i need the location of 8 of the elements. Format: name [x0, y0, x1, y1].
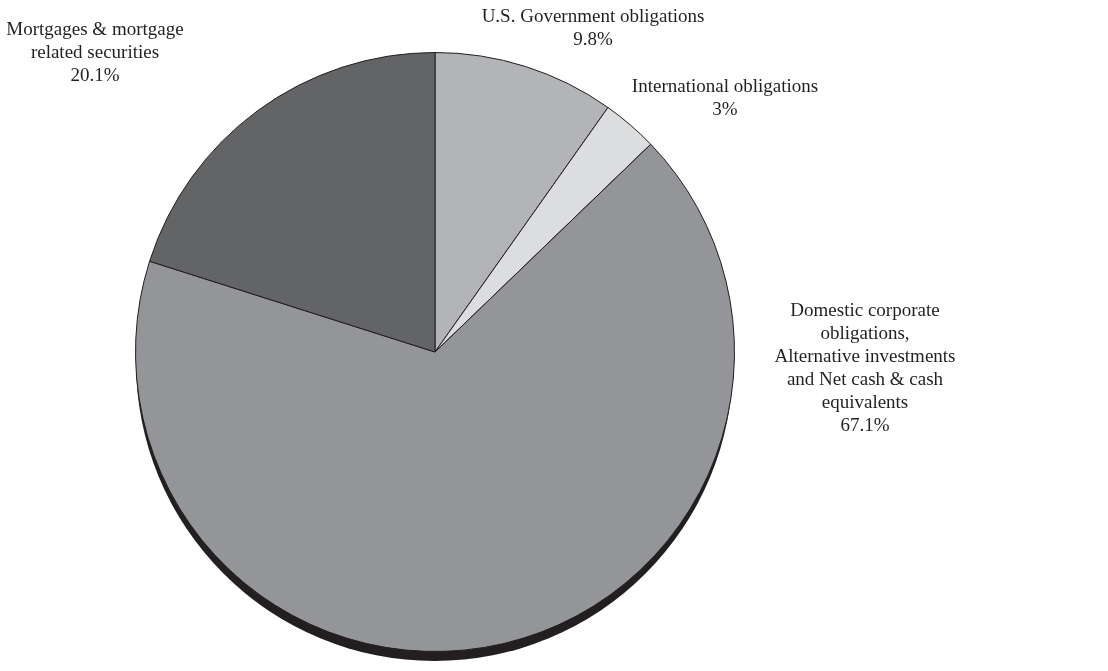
slice-label: U.S. Government obligations — [481, 5, 705, 26]
slice-label: Domestic corporate obligations, Alternative investments and Net cash & cash equivalents — [774, 299, 956, 412]
data-label: 67.1% — [840, 414, 890, 435]
data-label: 9.8% — [573, 28, 613, 49]
data-label: 20.1% — [70, 64, 120, 85]
slice-label: International obligations — [631, 75, 819, 96]
slice-label: Mortgages & mortgage related securities — [6, 18, 184, 62]
data-label: 3% — [712, 98, 738, 119]
